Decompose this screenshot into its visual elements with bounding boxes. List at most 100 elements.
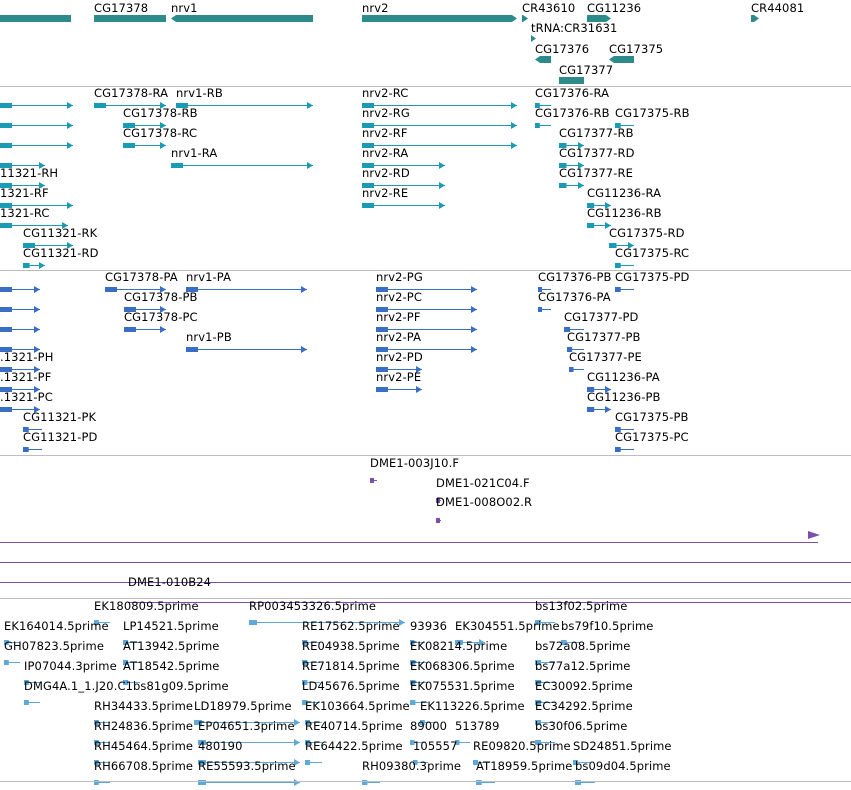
feature-glyph[interactable] <box>567 343 584 352</box>
feature-glyph[interactable] <box>0 554 851 563</box>
feature-glyph[interactable] <box>559 159 584 169</box>
feature-glyph[interactable] <box>0 323 40 333</box>
gene-feature[interactable] <box>531 35 536 42</box>
feature-glyph[interactable] <box>538 303 551 312</box>
feature-glyph[interactable] <box>198 756 300 766</box>
feature-glyph[interactable] <box>376 303 477 313</box>
feature-glyph[interactable] <box>413 756 428 765</box>
feature-glyph[interactable] <box>376 383 422 393</box>
feature-glyph[interactable] <box>615 423 634 432</box>
feature-glyph[interactable] <box>615 119 634 128</box>
feature-glyph[interactable] <box>194 716 300 726</box>
feature-glyph[interactable] <box>123 119 166 129</box>
feature-glyph[interactable] <box>128 594 851 603</box>
feature-glyph[interactable] <box>123 676 140 685</box>
gene-feature[interactable] <box>609 56 634 63</box>
feature-glyph[interactable] <box>420 716 436 725</box>
feature-glyph[interactable] <box>362 119 517 129</box>
feature-glyph[interactable] <box>198 736 300 746</box>
feature-glyph[interactable] <box>535 119 551 128</box>
feature-glyph[interactable] <box>362 199 445 209</box>
feature-glyph[interactable] <box>410 636 425 645</box>
feature-glyph[interactable] <box>473 756 490 765</box>
feature-glyph[interactable] <box>305 716 322 725</box>
feature-glyph[interactable] <box>362 139 517 149</box>
feature-glyph[interactable] <box>569 363 584 372</box>
feature-glyph[interactable] <box>535 656 555 665</box>
feature-glyph[interactable] <box>410 696 428 705</box>
feature-glyph[interactable] <box>455 636 485 646</box>
feature-glyph[interactable] <box>123 139 166 149</box>
feature-glyph[interactable] <box>0 403 40 413</box>
feature-glyph[interactable] <box>0 534 818 543</box>
feature-glyph[interactable] <box>0 363 40 373</box>
feature-glyph[interactable] <box>0 219 68 229</box>
feature-glyph[interactable] <box>0 283 40 293</box>
feature-glyph[interactable] <box>124 303 166 313</box>
gene-feature[interactable] <box>522 15 528 22</box>
feature-glyph[interactable] <box>23 443 42 452</box>
feature-glyph[interactable] <box>535 99 551 108</box>
feature-glyph[interactable] <box>564 323 584 332</box>
feature-glyph[interactable] <box>0 179 45 189</box>
feature-glyph[interactable] <box>587 403 611 413</box>
feature-glyph[interactable] <box>305 756 322 765</box>
feature-glyph[interactable] <box>587 383 611 393</box>
gene-feature[interactable] <box>587 15 611 22</box>
feature-glyph[interactable] <box>94 616 110 625</box>
feature-glyph[interactable] <box>302 636 320 645</box>
feature-glyph[interactable] <box>24 676 40 685</box>
feature-glyph[interactable] <box>362 179 445 189</box>
feature-glyph[interactable] <box>0 119 73 129</box>
feature-glyph[interactable] <box>455 736 470 745</box>
gene-feature[interactable] <box>0 15 71 22</box>
feature-glyph[interactable] <box>123 636 140 645</box>
feature-glyph[interactable] <box>94 756 110 765</box>
feature-glyph[interactable] <box>609 239 634 249</box>
feature-glyph[interactable] <box>0 383 40 393</box>
feature-glyph[interactable] <box>410 656 428 665</box>
feature-glyph[interactable] <box>615 259 634 268</box>
feature-glyph[interactable] <box>4 636 20 645</box>
gene-feature[interactable] <box>171 15 313 22</box>
feature-glyph[interactable] <box>436 494 441 503</box>
feature-glyph[interactable] <box>0 343 40 353</box>
feature-glyph[interactable] <box>559 179 584 189</box>
feature-glyph[interactable] <box>0 199 73 209</box>
feature-glyph[interactable] <box>0 139 73 149</box>
feature-glyph[interactable] <box>436 514 441 523</box>
feature-glyph[interactable] <box>535 736 555 745</box>
feature-glyph[interactable] <box>124 323 166 333</box>
feature-glyph[interactable] <box>105 283 166 293</box>
feature-glyph[interactable] <box>24 696 40 705</box>
feature-glyph[interactable] <box>587 219 611 229</box>
feature-glyph[interactable] <box>376 343 477 353</box>
feature-glyph[interactable] <box>0 99 73 109</box>
feature-glyph[interactable] <box>302 656 320 665</box>
feature-glyph[interactable] <box>573 756 590 765</box>
feature-glyph[interactable] <box>23 239 73 249</box>
feature-glyph[interactable] <box>4 656 20 665</box>
feature-glyph[interactable] <box>376 283 477 293</box>
feature-glyph[interactable] <box>94 716 110 725</box>
feature-glyph[interactable] <box>302 676 320 685</box>
feature-glyph[interactable] <box>23 259 45 269</box>
feature-glyph[interactable] <box>123 656 140 665</box>
feature-glyph[interactable] <box>362 99 517 109</box>
feature-glyph[interactable] <box>615 283 634 292</box>
feature-glyph[interactable] <box>249 616 405 626</box>
feature-glyph[interactable] <box>0 303 40 313</box>
feature-glyph[interactable] <box>587 199 611 209</box>
feature-glyph[interactable] <box>538 283 551 292</box>
feature-glyph[interactable] <box>535 716 555 725</box>
feature-glyph[interactable] <box>186 283 307 293</box>
gene-feature[interactable] <box>751 15 759 22</box>
feature-glyph[interactable] <box>302 696 320 705</box>
feature-glyph[interactable] <box>376 363 422 373</box>
feature-glyph[interactable] <box>186 343 307 353</box>
feature-glyph[interactable] <box>535 616 555 625</box>
feature-glyph[interactable] <box>176 99 313 109</box>
feature-glyph[interactable] <box>171 159 313 169</box>
feature-glyph[interactable] <box>370 474 377 483</box>
gene-feature[interactable] <box>362 15 517 22</box>
